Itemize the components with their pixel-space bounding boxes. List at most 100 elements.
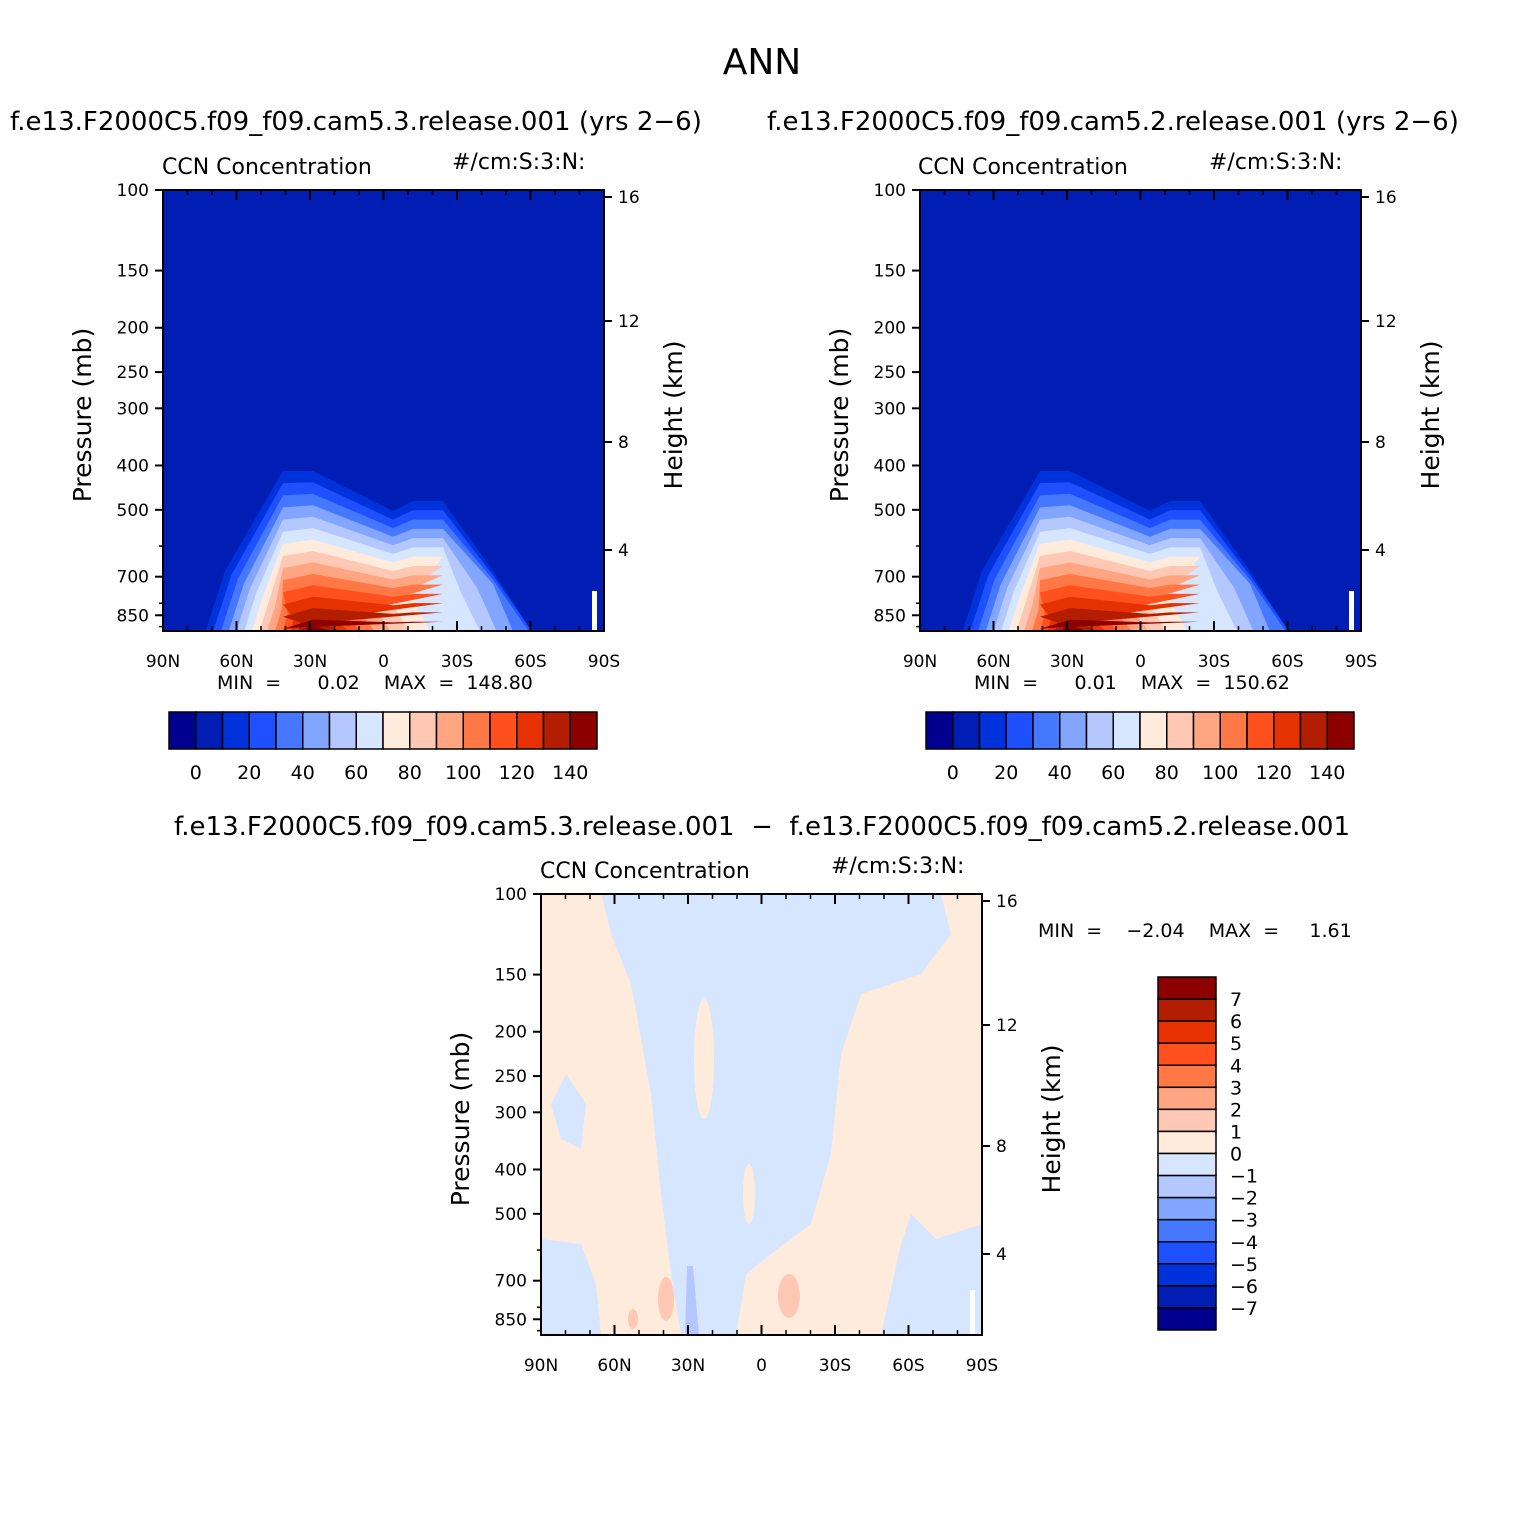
y2-axis-label: Height (km): [1416, 341, 1445, 490]
y-tick-label: 200: [117, 319, 149, 339]
y-tick-label: 500: [874, 501, 906, 521]
contour-negative: [881, 1214, 982, 1335]
colorbar-label: −5: [1230, 1254, 1258, 1276]
colorbar-box: [1005, 711, 1034, 750]
x-tick-label: 60N: [976, 652, 1010, 672]
colorbar-box: [1157, 1108, 1217, 1133]
contour-positive: [694, 999, 714, 1119]
colorbar-box: [221, 711, 250, 750]
contour-level-14: [1040, 619, 1200, 631]
colorbar-box: [1157, 1218, 1217, 1243]
panel-1-title: f.e13.F2000C5.f09_f09.cam5.3.release.001…: [10, 107, 702, 137]
y2-tick-label: 8: [996, 1137, 1007, 1157]
missing-data: [970, 1290, 975, 1335]
x-tick-label: 0: [1135, 652, 1146, 672]
colorbar-box: [248, 711, 277, 750]
colorbar-label: 0: [947, 762, 959, 784]
colorbar-box: [1112, 711, 1141, 750]
colorbar-label: −1: [1230, 1166, 1258, 1188]
colorbar-label: 100: [445, 762, 481, 784]
colorbar-box: [1326, 711, 1355, 750]
colorbar-box: [1157, 1241, 1217, 1265]
colorbar-box: [516, 711, 545, 750]
colorbar-label: 20: [994, 762, 1018, 784]
panel-3-right-label: #/cm:S:3:N:: [831, 854, 965, 879]
colorbar-box: [1157, 1042, 1217, 1066]
panel-1-plot: 100 150 200 250 300 400 500 700 850 16 12 8 4 90N 60N 3…: [68, 181, 688, 672]
colorbar-label: 140: [1309, 762, 1345, 784]
x-tick-label: 60S: [892, 1356, 924, 1376]
y-tick-label: 700: [495, 1272, 527, 1292]
colorbar-box: [1166, 711, 1195, 750]
colorbar-label: 120: [499, 762, 535, 784]
colorbar-box: [1032, 711, 1061, 750]
colorbar-box: [382, 711, 411, 750]
x-tick-label: 90N: [903, 652, 937, 672]
contour-positive-strong: [628, 1309, 638, 1329]
x-tick-label: 30S: [819, 1356, 851, 1376]
contour-level-14: [283, 619, 443, 631]
colorbar-box: [1273, 711, 1302, 750]
colorbar-label: 20: [237, 762, 261, 784]
y-tick-label: 700: [874, 568, 906, 588]
y-tick-label: 100: [117, 181, 149, 201]
x-tick-label: 30N: [1050, 652, 1084, 672]
contour-negative-strong: [685, 1266, 699, 1335]
y-tick-label: 300: [117, 399, 149, 419]
colorbar-label: 2: [1230, 1099, 1242, 1121]
y-tick-label: 150: [495, 966, 527, 986]
x-tick-label: 60S: [514, 652, 546, 672]
y-tick-label: 200: [495, 1023, 527, 1043]
colorbar-label: −6: [1230, 1276, 1258, 1298]
x-tick-label: 30S: [441, 652, 473, 672]
y-tick-label: 250: [117, 363, 149, 383]
colorbar-box: [168, 711, 197, 750]
colorbar-box: [302, 711, 331, 750]
colorbar-box: [1299, 711, 1328, 750]
y-tick-label: 500: [495, 1205, 527, 1225]
y2-tick-label: 12: [618, 312, 640, 332]
colorbar-box: [195, 711, 224, 750]
colorbar-box: [489, 711, 518, 750]
colorbar-box: [952, 711, 981, 750]
colorbar-label: 40: [291, 762, 315, 784]
panel-2-left-label: CCN Concentration: [918, 155, 1128, 180]
y-tick-label: 200: [874, 319, 906, 339]
colorbar-box: [462, 711, 491, 750]
colorbar-box: [1157, 998, 1217, 1022]
colorbar-box: [1157, 1285, 1217, 1309]
y-tick-label: 850: [874, 606, 906, 626]
missing-data: [1349, 591, 1354, 631]
x-tick-label: 60S: [1271, 652, 1303, 672]
page-title: ANN: [722, 42, 802, 83]
colorbar-box: [1157, 1086, 1217, 1111]
y2-tick-label: 8: [618, 433, 629, 453]
colorbar-label: 6: [1230, 1011, 1242, 1033]
colorbar-box: [542, 711, 571, 750]
colorbar-box: [1157, 1196, 1217, 1221]
colorbar-box: [1219, 711, 1248, 750]
y-tick-label: 850: [117, 606, 149, 626]
colorbar-label: 120: [1256, 762, 1292, 784]
y2-tick-label: 4: [1375, 541, 1386, 561]
x-tick-label: 60N: [219, 652, 253, 672]
panel-3-left-label: CCN Concentration: [540, 859, 750, 884]
contour-negative: [541, 1239, 601, 1335]
y-tick-label: 500: [117, 501, 149, 521]
colorbar-label: 0: [190, 762, 202, 784]
colorbar-box: [1157, 1020, 1217, 1044]
colorbar-label: 7: [1230, 989, 1242, 1011]
y-tick-label: 700: [117, 568, 149, 588]
y2-tick-label: 8: [1375, 433, 1386, 453]
panel-3-min-max: MIN = −2.04 MAX = 1.61: [1038, 920, 1352, 942]
colorbar-box: [1157, 1307, 1217, 1331]
panel-3-title: f.e13.F2000C5.f09_f09.cam5.3.release.001…: [174, 812, 1350, 842]
colorbar-box: [275, 711, 304, 750]
y-tick-label: 150: [117, 262, 149, 282]
colorbar-label: 5: [1230, 1033, 1242, 1055]
colorbar-label: −3: [1230, 1210, 1258, 1232]
colorbar-box: [1157, 976, 1217, 1000]
colorbar-label: 100: [1202, 762, 1238, 784]
